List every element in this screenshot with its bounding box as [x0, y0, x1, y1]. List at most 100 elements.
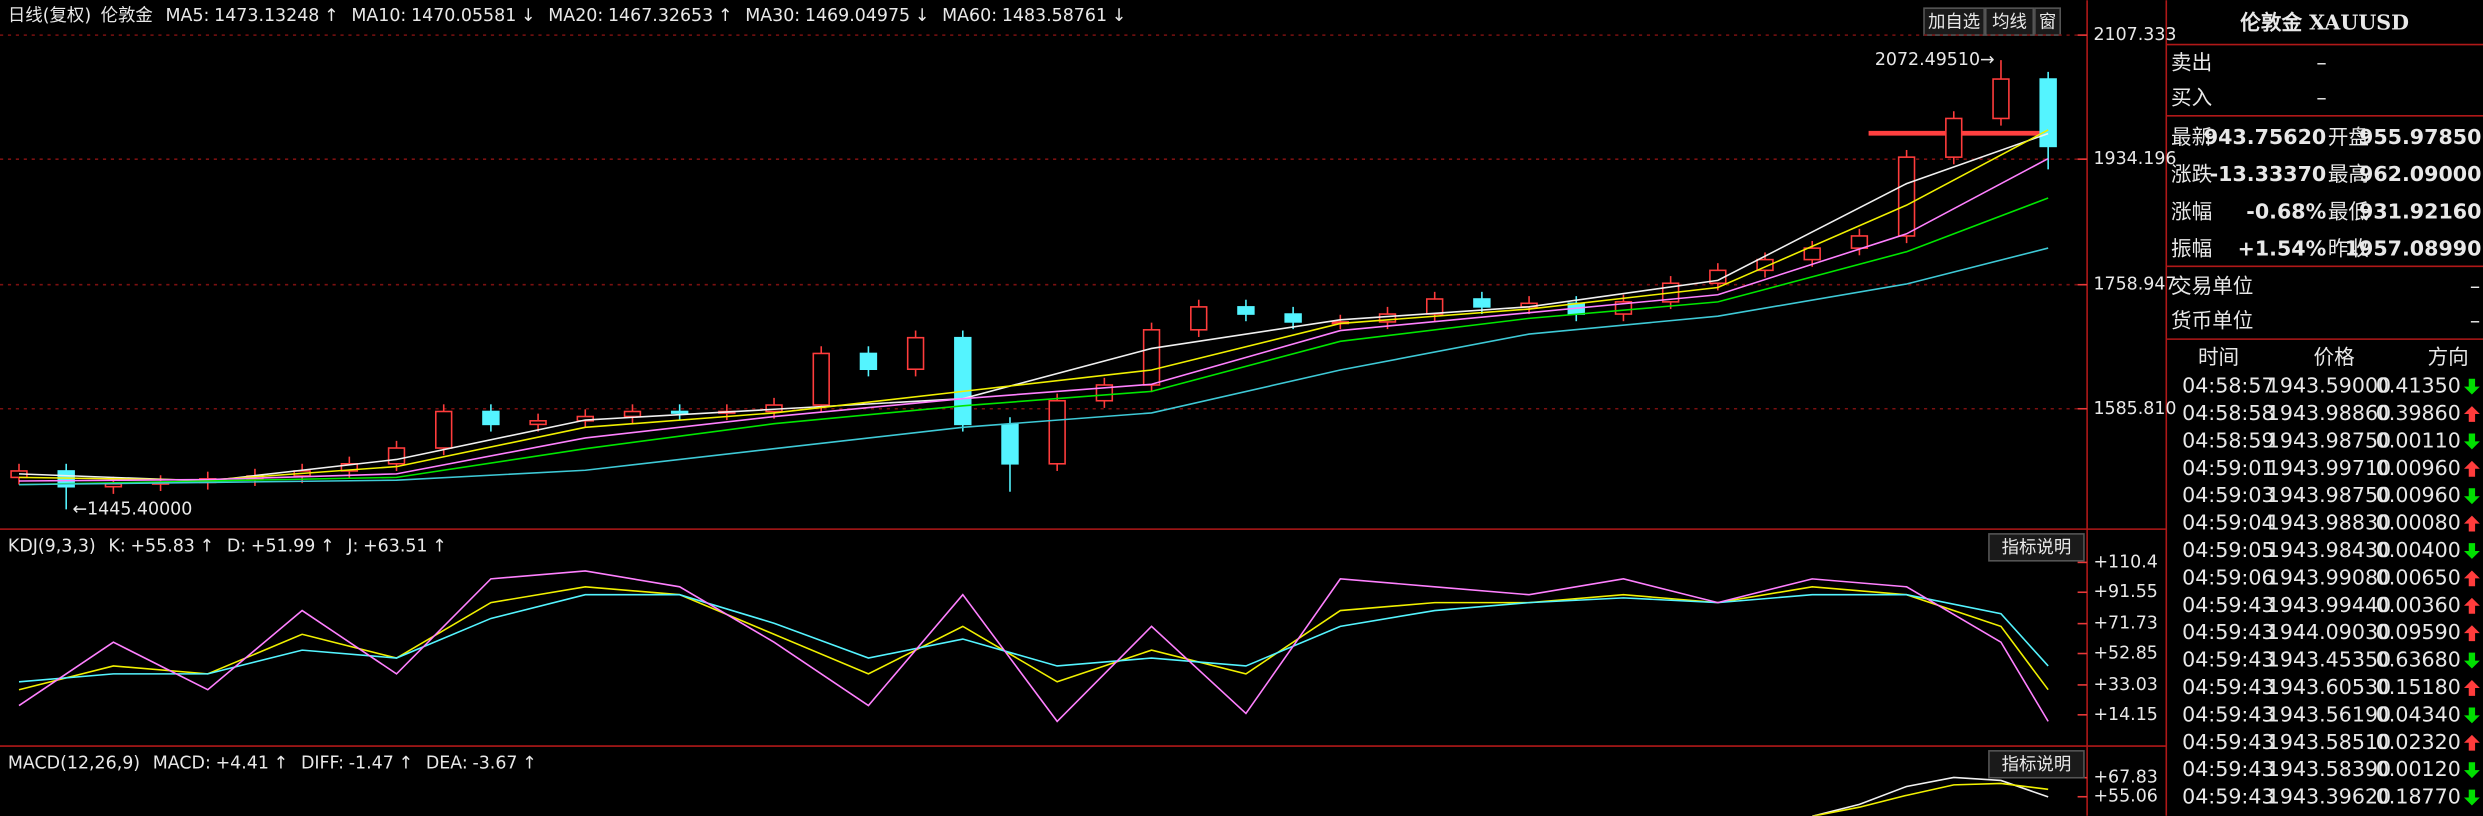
trade-direction: [2463, 570, 2480, 587]
legend-value: -1.47: [349, 754, 394, 774]
candle-body: [2039, 78, 2057, 148]
trade-price: 1943.59000: [2267, 374, 2391, 398]
legend-name: J:: [346, 537, 358, 557]
toolbar-button[interactable]: [2034, 7, 2061, 36]
trade-price: 1943.58390: [2267, 757, 2391, 781]
trade-time: 04:59:43: [2182, 620, 2274, 644]
indicator-button-label[interactable]: 指标说明: [2002, 755, 2072, 775]
trade-price: 1943.99080: [2267, 565, 2391, 589]
trade-price: 1943.58510: [2267, 730, 2391, 754]
trade-time: 04:59:43: [2182, 675, 2274, 699]
extreme-label: ←1445.40000: [73, 499, 193, 519]
y-tick-label: 1585.810: [2093, 399, 2176, 419]
candle-body: [906, 336, 925, 371]
toolbar-button[interactable]: [1984, 7, 2035, 36]
trade-direction: [2463, 460, 2480, 477]
toolbar-button-label[interactable]: 窗: [2039, 12, 2056, 32]
trade-change: 0.63680: [2376, 648, 2461, 672]
trade-time: 04:59:04: [2182, 511, 2274, 535]
trade-price: 1943.98750: [2267, 483, 2391, 507]
plot-area: [18, 570, 2049, 723]
candle-body: [1048, 399, 1066, 465]
indicator-button-label[interactable]: 指标说明: [2002, 538, 2072, 558]
trade-change: 0.02320: [2376, 730, 2461, 754]
legend-trend: ↑: [274, 754, 289, 774]
y-tick-label: +52.85: [2093, 644, 2157, 664]
legend-name: D:: [227, 537, 246, 557]
panel-title: 日线(复权): [8, 6, 91, 26]
trade-time: 04:59:05: [2182, 538, 2274, 562]
candle-body: [1945, 117, 1963, 158]
trade-time: 04:58:59: [2182, 428, 2274, 452]
stat-label: 开盘: [2328, 125, 2369, 149]
candle-body: [859, 352, 878, 371]
quote-value: –: [2316, 85, 2326, 109]
y-tick-label: 1758.947: [2093, 275, 2176, 295]
y-tick-label: +110.4: [2093, 552, 2157, 572]
legend-value: 1467.32653: [608, 6, 713, 26]
legend-value: 1483.58761: [1002, 6, 1107, 26]
plot-area: [0, 34, 2088, 510]
trade-change: 0.41350: [2376, 374, 2461, 398]
indicator-line: [18, 570, 2049, 723]
candle-body: [482, 410, 500, 426]
trade-direction: [2463, 543, 2480, 559]
candle-body: [1897, 156, 1916, 237]
legend-trend: ↑: [200, 537, 215, 557]
trade-header: 时间: [2198, 345, 2239, 369]
trade-time: 04:59:01: [2182, 456, 2274, 480]
candle-body: [1142, 329, 1161, 386]
candle-body: [340, 463, 359, 472]
legend-value: -3.67: [472, 754, 517, 774]
trade-time: 04:59:06: [2182, 565, 2274, 589]
legend-name: MA60:: [942, 6, 997, 26]
stat-label: 涨跌: [2171, 162, 2212, 186]
legend-name: MA10:: [351, 6, 406, 26]
trade-direction: [2463, 433, 2480, 450]
stat-label: 最新: [2171, 125, 2212, 149]
trade-change: 0.00360: [2376, 593, 2461, 617]
trade-change: 0.00960: [2376, 483, 2461, 507]
panel-title: KDJ(9,3,3): [8, 537, 96, 557]
trade-direction: [2463, 378, 2480, 395]
indicator-button[interactable]: [1988, 533, 2085, 562]
trade-price: 1943.56190: [2267, 702, 2391, 726]
legend-value: +4.41: [216, 754, 269, 774]
candle-body: [1850, 235, 1869, 249]
legend-value: +55.83: [130, 537, 194, 557]
candle-body: [529, 420, 547, 426]
candle-body: [1425, 298, 1444, 315]
trade-price: 1943.60530: [2267, 675, 2391, 699]
trade-direction: [2463, 625, 2480, 642]
toolbar-button-label[interactable]: 加自选: [1928, 12, 1980, 32]
toolbar-button-label[interactable]: 均线: [1992, 12, 2027, 32]
trade-price: 1943.99440: [2267, 593, 2391, 617]
trade-time: 04:59:43: [2182, 702, 2274, 726]
trade-time: 04:59:43: [2182, 593, 2274, 617]
candle-body: [387, 447, 406, 465]
quote-label: 卖出: [2171, 51, 2212, 75]
stat-label: 最低: [2328, 199, 2369, 223]
trade-header: 方向: [2428, 345, 2469, 369]
trade-direction: [2463, 515, 2480, 532]
trade-time: 04:58:57: [2182, 374, 2274, 398]
trade-price: 1943.98430: [2267, 538, 2391, 562]
legend-value: +63.51: [363, 537, 427, 557]
trade-change: 0.09590: [2376, 620, 2461, 644]
indicator-line: [18, 585, 2049, 691]
trade-price: 1943.98830: [2267, 511, 2391, 535]
trade-change: 0.00120: [2376, 757, 2461, 781]
toolbar-button[interactable]: [1923, 7, 1985, 36]
stat-value: 931.92160: [2359, 199, 2481, 223]
stat-value: 1957.08990: [2345, 237, 2482, 261]
trade-change: 0.00400: [2376, 538, 2461, 562]
trade-change: 0.18770: [2376, 785, 2461, 809]
candle-body: [1284, 313, 1302, 323]
trade-direction: [2463, 406, 2480, 422]
indicator-button[interactable]: [1988, 750, 2085, 779]
stat-value: 955.97850: [2359, 125, 2481, 149]
stat-value: 943.75620: [2204, 125, 2326, 149]
legend-trend: ↑: [522, 754, 537, 774]
legend-value: 1470.05581: [411, 6, 516, 26]
